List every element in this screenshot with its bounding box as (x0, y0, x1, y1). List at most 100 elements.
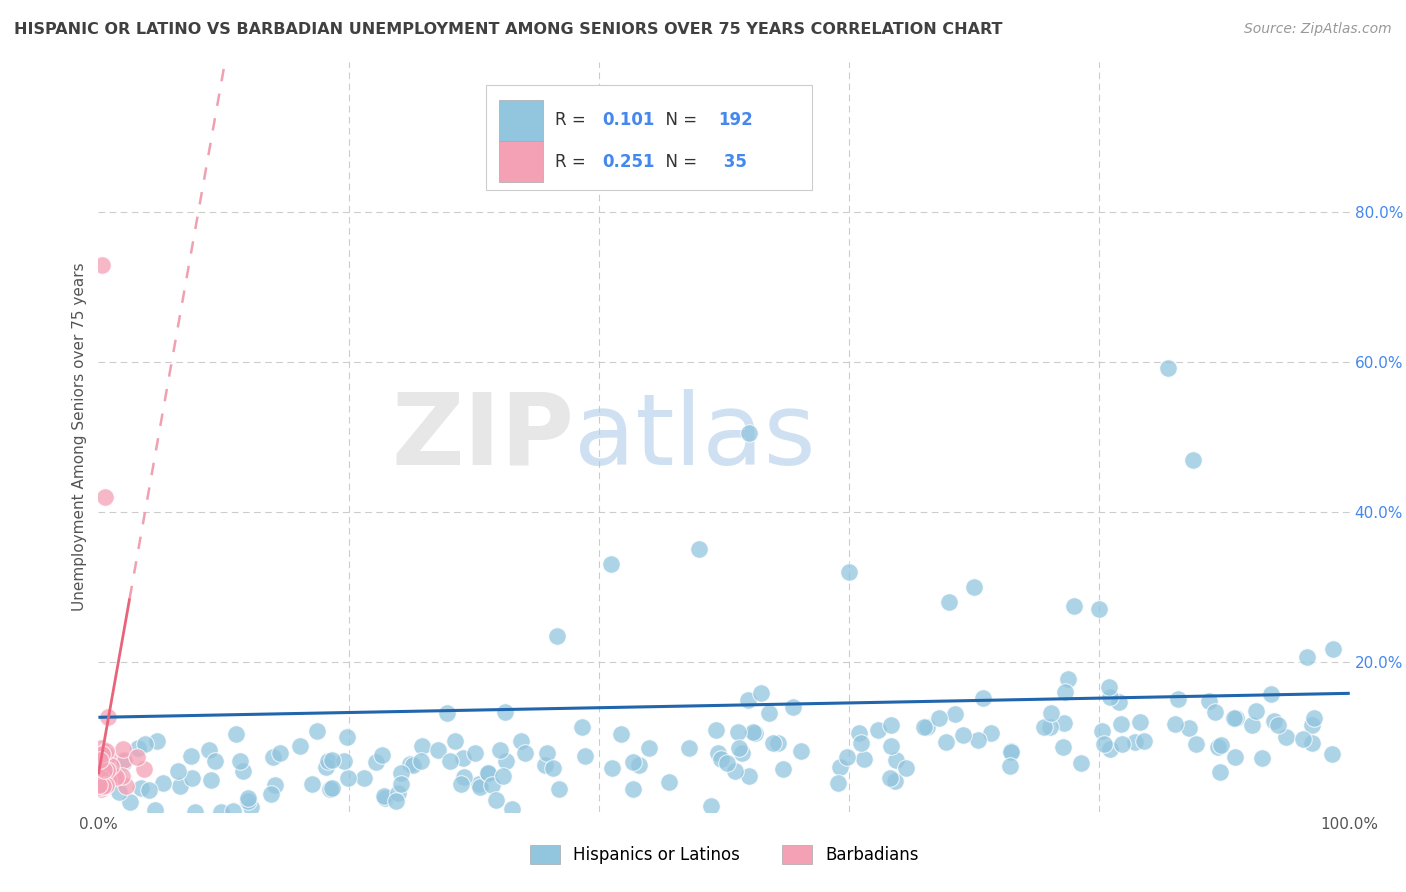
Point (389, 777, 412, 791)
Point (1320, 747, 1343, 761)
Point (229, 754, 252, 768)
Point (200, 772, 222, 787)
Point (399, 757, 422, 772)
Point (790, 744, 813, 758)
Point (91, 754, 114, 768)
Point (1063, 599, 1085, 613)
Point (1263, 714, 1285, 728)
Point (451, 750, 474, 764)
Point (1206, 740, 1229, 755)
Point (90, 764, 112, 778)
Point (571, 720, 593, 734)
Point (917, 720, 939, 734)
Point (184, 805, 207, 819)
Point (1092, 737, 1115, 751)
Point (853, 752, 876, 766)
Point (336, 731, 359, 745)
Text: 35: 35 (718, 153, 747, 171)
Point (481, 778, 503, 792)
Point (1250, 751, 1272, 765)
Point (880, 718, 903, 732)
Point (724, 764, 747, 779)
Point (94, 779, 117, 793)
Point (928, 711, 950, 725)
Point (411, 754, 433, 768)
Point (332, 754, 354, 768)
Point (91, 258, 114, 272)
Point (1032, 720, 1054, 734)
Point (1098, 680, 1121, 694)
Point (222, 804, 245, 818)
Point (1211, 738, 1233, 752)
Point (1000, 744, 1022, 758)
Point (492, 769, 515, 783)
Y-axis label: Unemployment Among Seniors over 75 years: Unemployment Among Seniors over 75 years (72, 263, 87, 611)
Point (97, 772, 120, 786)
Point (131, 781, 153, 796)
Point (436, 706, 458, 721)
Point (1301, 718, 1323, 732)
Text: Source: ZipAtlas.com: Source: ZipAtlas.com (1244, 22, 1392, 37)
Point (93, 490, 115, 504)
Point (1109, 717, 1132, 731)
Point (762, 736, 785, 750)
Point (600, 558, 623, 572)
Point (738, 769, 761, 783)
Point (880, 739, 903, 753)
Point (835, 750, 858, 764)
Point (627, 757, 650, 772)
Point (96, 767, 118, 781)
Point (1111, 737, 1133, 751)
Point (90, 781, 112, 796)
Point (180, 771, 202, 785)
Point (127, 741, 149, 756)
Point (967, 733, 990, 747)
Point (366, 755, 388, 769)
Point (938, 595, 960, 609)
Point (716, 756, 738, 771)
Point (411, 739, 433, 753)
Point (1088, 602, 1111, 616)
Point (638, 740, 661, 755)
Point (731, 746, 754, 760)
Point (1178, 722, 1201, 736)
Point (609, 727, 631, 741)
Point (1204, 706, 1226, 720)
Point (546, 630, 568, 644)
Point (688, 542, 710, 557)
Point (1185, 737, 1208, 751)
Point (371, 747, 394, 762)
Point (91, 758, 114, 772)
Point (89, 753, 111, 767)
Point (1223, 750, 1246, 764)
Point (766, 736, 789, 750)
Point (1125, 735, 1147, 749)
Point (1209, 764, 1232, 779)
Point (262, 750, 284, 764)
Point (232, 764, 254, 778)
Point (90, 772, 112, 786)
Point (1223, 711, 1246, 725)
Point (1164, 717, 1187, 731)
Point (737, 693, 759, 707)
Point (89, 767, 111, 781)
Point (1052, 740, 1074, 755)
Point (828, 759, 851, 773)
FancyBboxPatch shape (499, 100, 543, 141)
Point (101, 770, 124, 784)
Point (89, 771, 111, 785)
Legend: Hispanics or Latinos, Barbadians: Hispanics or Latinos, Barbadians (523, 838, 925, 871)
Point (387, 786, 409, 800)
Point (1225, 711, 1247, 725)
Point (879, 771, 901, 785)
Point (427, 743, 450, 757)
Point (495, 754, 517, 768)
Point (1070, 756, 1092, 770)
FancyBboxPatch shape (499, 141, 543, 182)
Point (100, 758, 122, 772)
Point (450, 777, 472, 791)
Point (883, 774, 905, 789)
Point (444, 733, 467, 747)
Point (509, 734, 531, 748)
Point (1260, 687, 1282, 701)
